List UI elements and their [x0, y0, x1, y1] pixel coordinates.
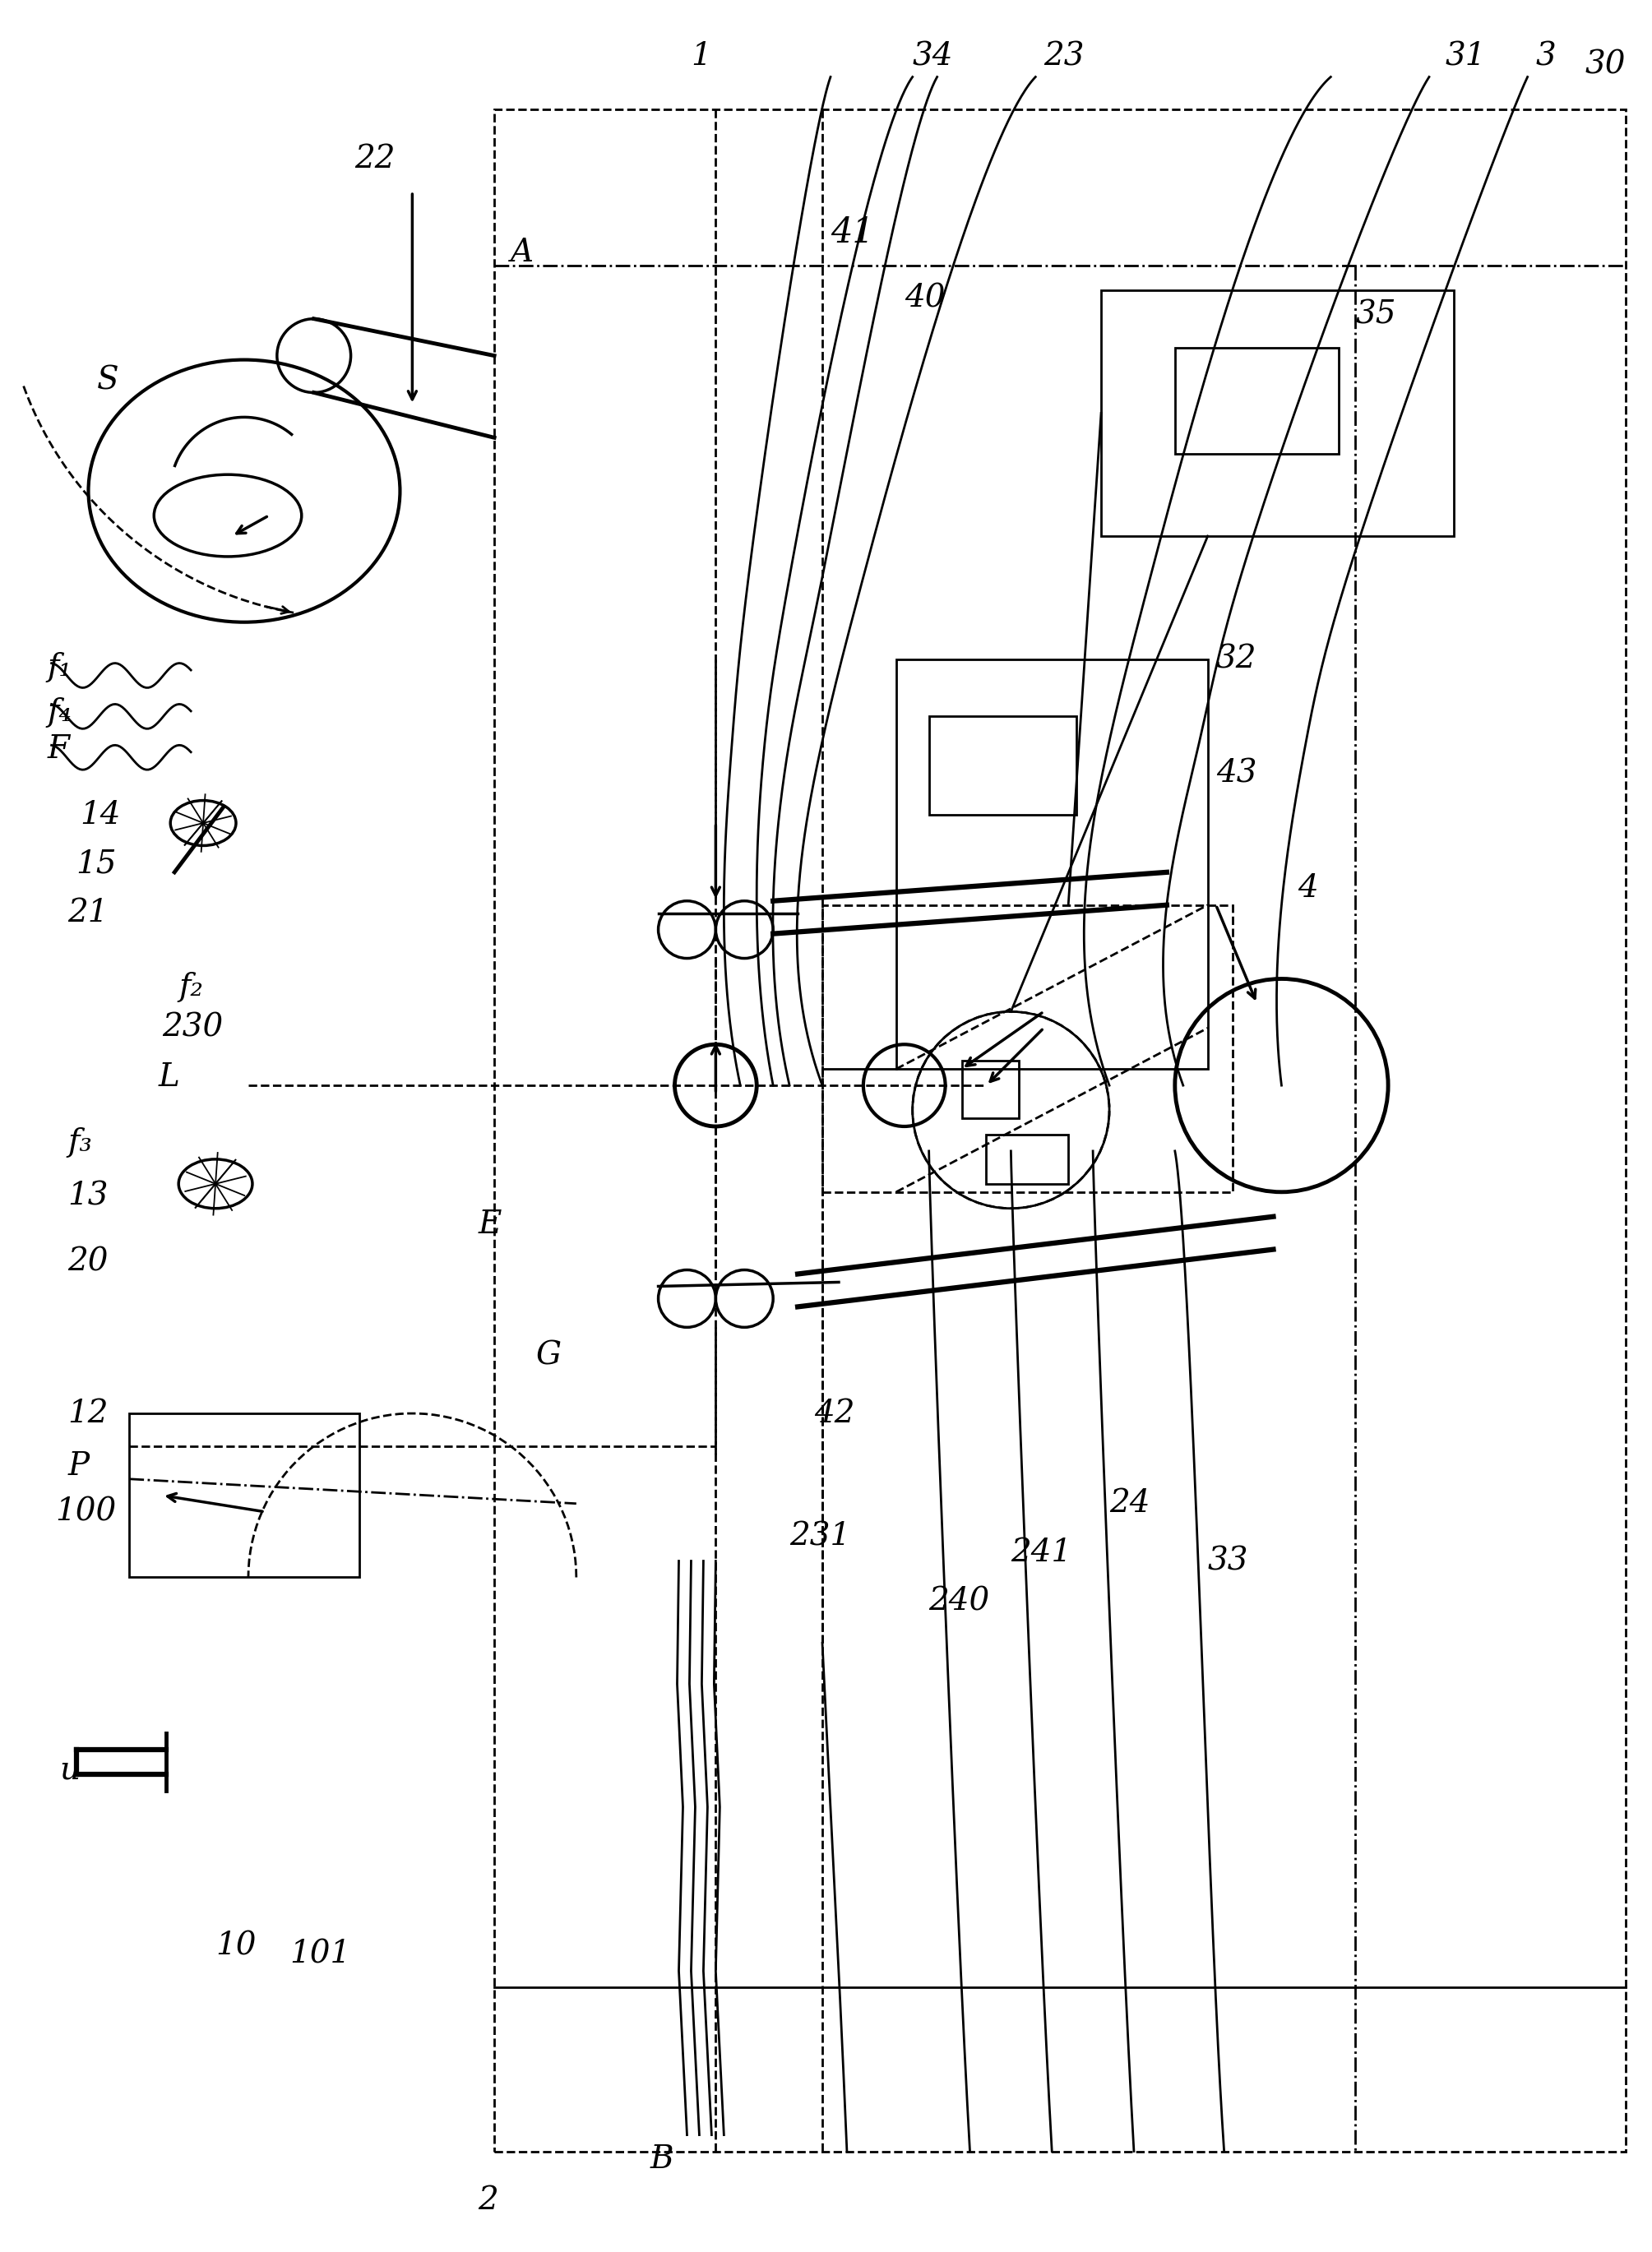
- Bar: [928, 716, 1077, 815]
- Text: B: B: [651, 2144, 674, 2175]
- Text: f₄: f₄: [48, 698, 73, 727]
- Bar: [986, 1135, 1069, 1185]
- Text: 33: 33: [1208, 1545, 1249, 1576]
- Text: f₃: f₃: [68, 1128, 93, 1158]
- Text: 42: 42: [814, 1398, 854, 1428]
- Text: 100: 100: [56, 1498, 117, 1527]
- Text: 10: 10: [215, 1932, 256, 1961]
- Bar: [1175, 347, 1338, 455]
- Bar: [961, 1061, 1019, 1119]
- Text: L: L: [159, 1063, 180, 1092]
- Text: 23: 23: [1044, 41, 1084, 72]
- Text: f₂: f₂: [178, 973, 203, 1002]
- Text: 20: 20: [68, 1248, 109, 1277]
- Bar: [494, 110, 1626, 2151]
- Text: 34: 34: [912, 41, 953, 72]
- Text: S: S: [96, 365, 119, 396]
- Bar: [895, 660, 1208, 1070]
- Text: 40: 40: [904, 284, 945, 313]
- Text: 3: 3: [1536, 41, 1556, 72]
- Text: G: G: [535, 1340, 560, 1371]
- Text: 15: 15: [76, 849, 117, 878]
- Text: 241: 241: [1011, 1538, 1072, 1567]
- Text: A: A: [510, 239, 534, 268]
- Text: 43: 43: [1216, 759, 1257, 788]
- Text: 35: 35: [1355, 300, 1396, 329]
- Text: 12: 12: [68, 1398, 109, 1428]
- Text: 2: 2: [477, 2184, 499, 2216]
- Text: 13: 13: [68, 1180, 109, 1212]
- Text: f₁: f₁: [48, 653, 73, 682]
- Text: 31: 31: [1446, 41, 1487, 72]
- Text: 41: 41: [831, 216, 874, 250]
- Text: u: u: [59, 1754, 81, 1786]
- Bar: [129, 1414, 358, 1576]
- Text: 230: 230: [162, 1013, 223, 1043]
- Bar: [1102, 291, 1454, 536]
- Bar: [823, 905, 1232, 1191]
- Text: P: P: [68, 1453, 89, 1482]
- Text: E: E: [477, 1209, 501, 1241]
- Text: 1: 1: [691, 41, 712, 72]
- Text: 101: 101: [289, 1939, 350, 1970]
- Text: 30: 30: [1584, 50, 1626, 79]
- Text: F: F: [48, 734, 69, 763]
- Text: 4: 4: [1298, 874, 1318, 903]
- Text: 32: 32: [1216, 644, 1257, 673]
- Text: 231: 231: [790, 1520, 851, 1552]
- Text: 24: 24: [1110, 1489, 1150, 1518]
- Text: 22: 22: [355, 144, 395, 173]
- Text: 240: 240: [928, 1588, 990, 1617]
- Text: 14: 14: [81, 799, 121, 831]
- Text: 21: 21: [68, 899, 109, 928]
